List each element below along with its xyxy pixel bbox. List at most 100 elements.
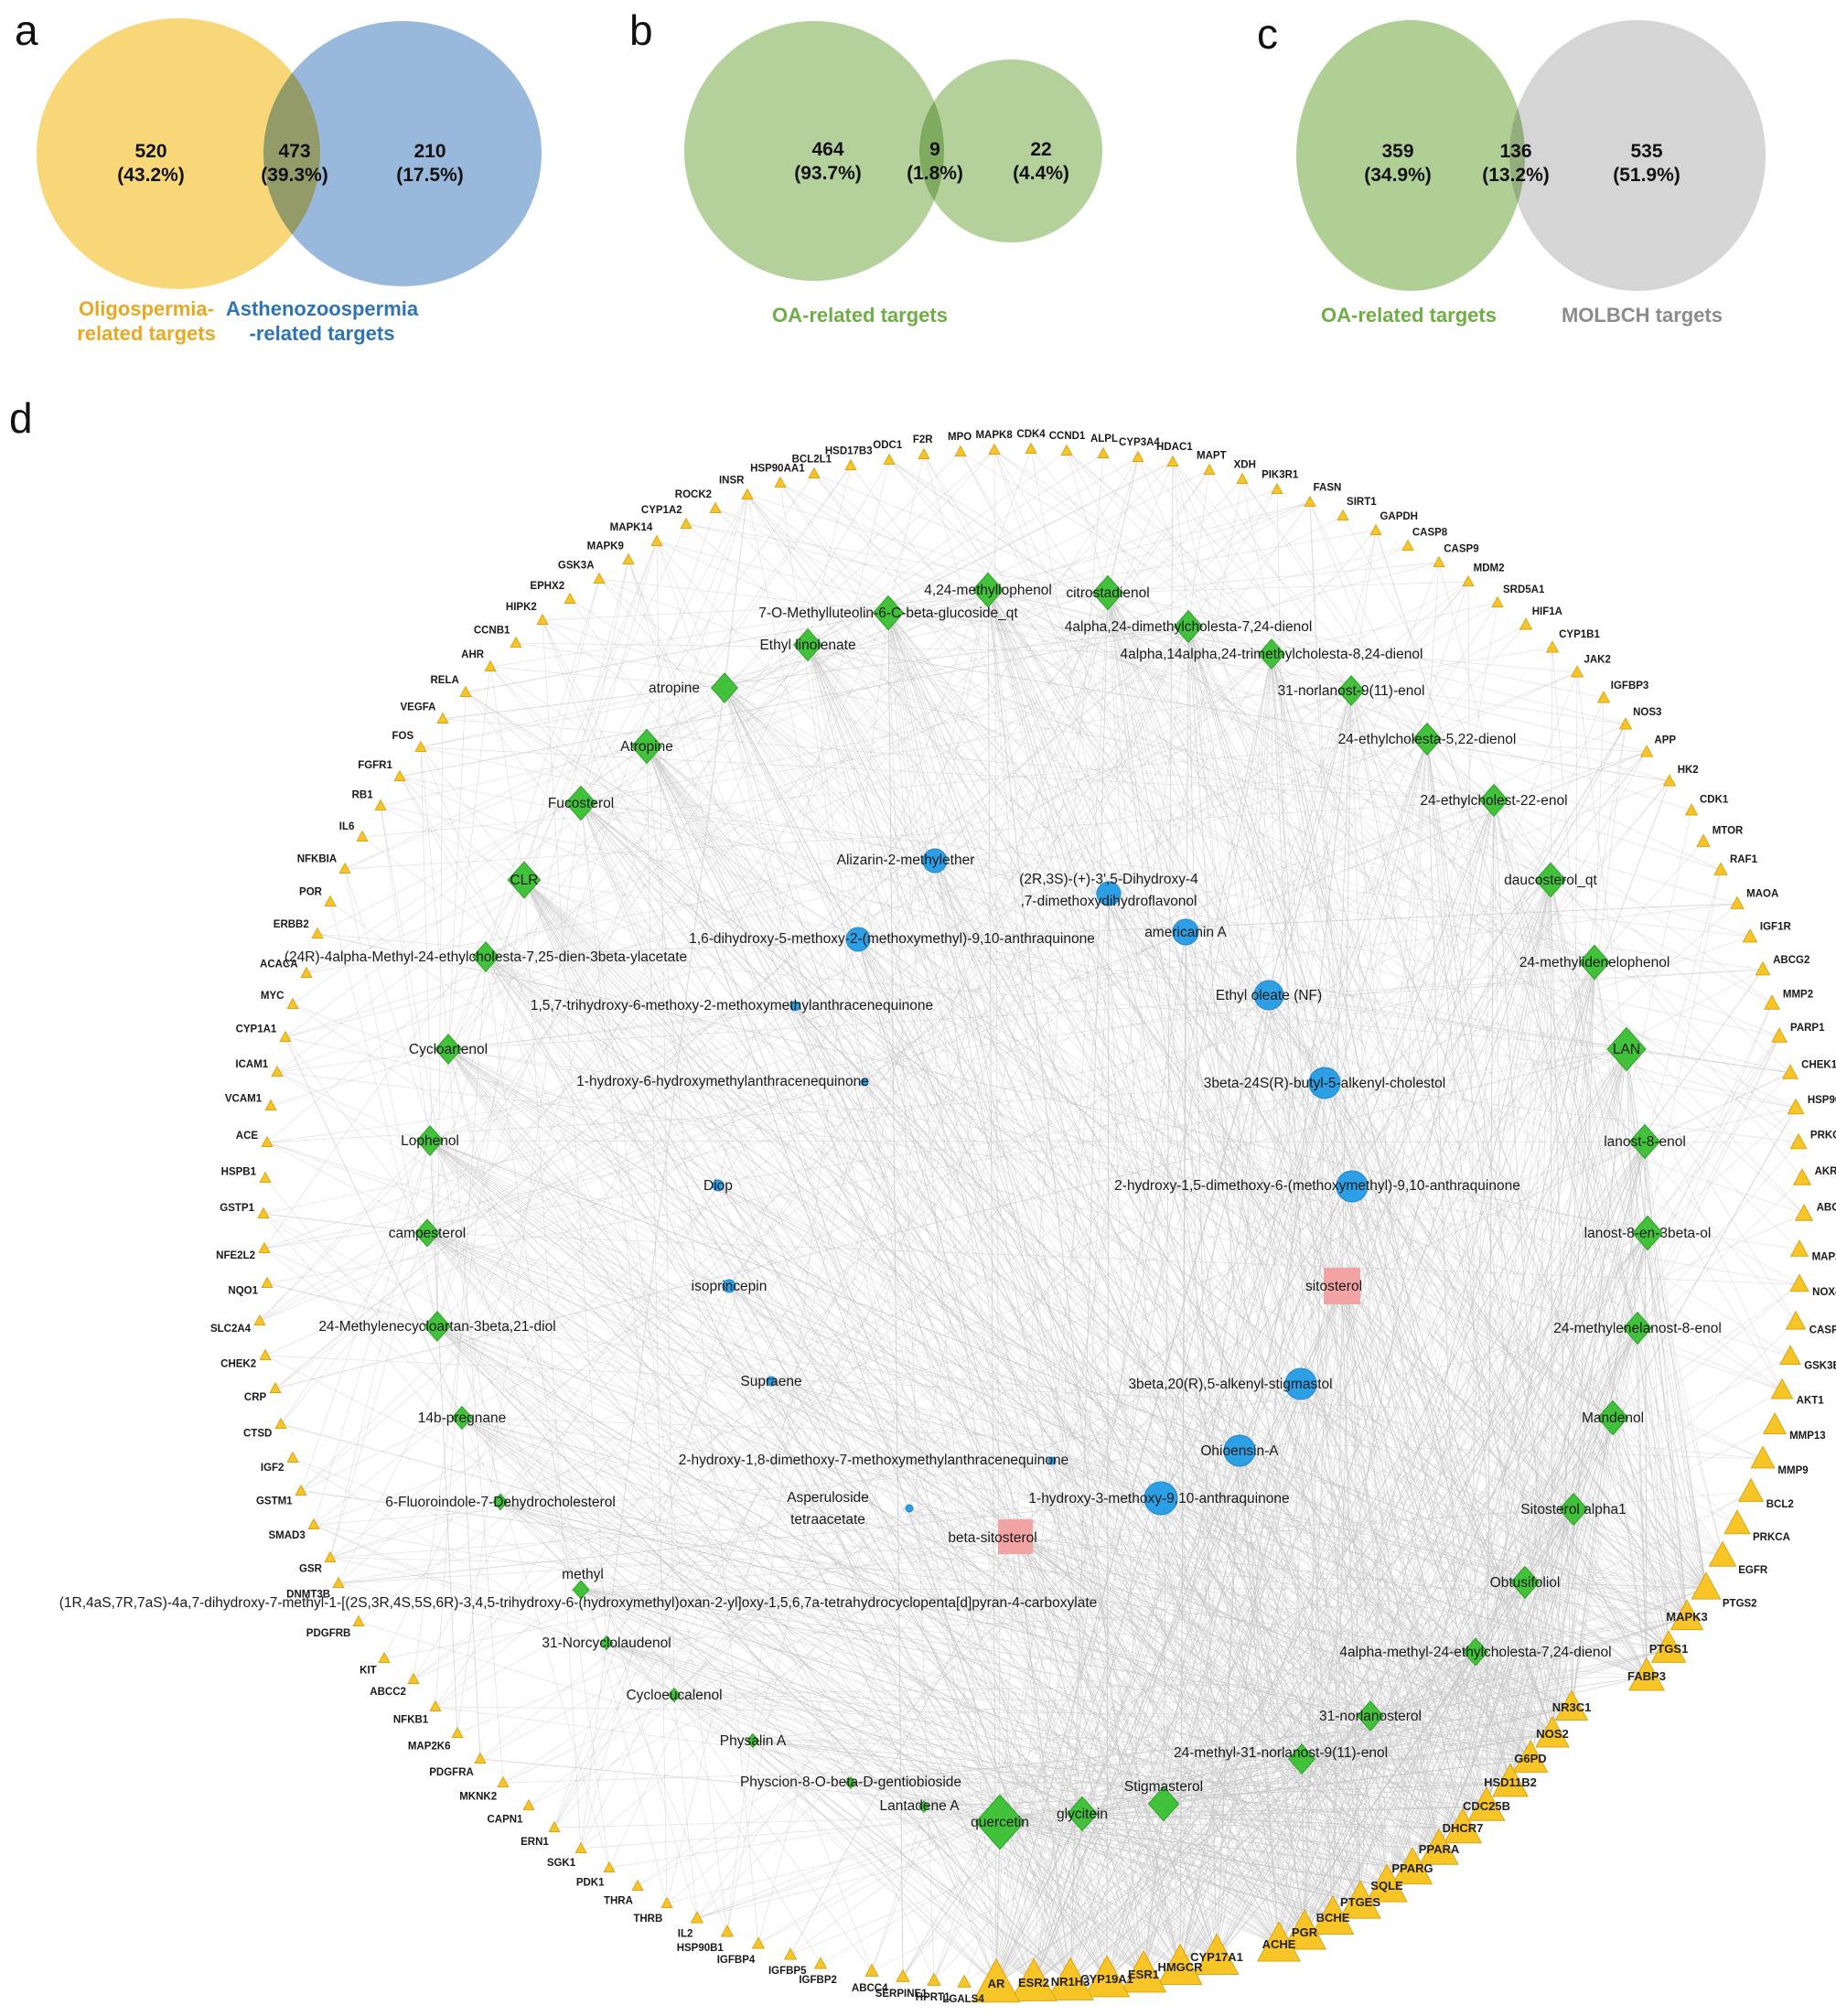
compound-diamond-24-methyl-31-norlanost-9-11-enol	[1288, 1743, 1315, 1775]
compound-circle--2r-3s-3-5-dihydroxy-4-7-dimethoxydihydr	[1096, 881, 1122, 906]
gene-label-ABCC4: ABCC4	[852, 1983, 888, 1994]
gene-label-PPARA: PPARA	[1419, 1842, 1460, 1856]
compound-label-sitosterol-alpha1: Sitosterol alpha1	[1520, 1502, 1626, 1517]
gene-node-HIF1A	[1519, 617, 1533, 630]
gene-label-IL2: IL2	[678, 1929, 693, 1940]
gene-node-SRD5A1	[1491, 595, 1504, 607]
compound-circle-3beta-24s-r-butyl-5-alkenyl-cholestol	[1308, 1067, 1341, 1099]
venn-panel-b: 464 (93.7%) 9 (1.8%) 22 (4.4%) OA-related targ…	[684, 21, 1102, 327]
gene-node-PIK3R1	[1271, 482, 1283, 494]
gene-node-CCND1	[1060, 444, 1073, 456]
gene-node-KIT	[378, 1651, 391, 1663]
gene-label-RELA: RELA	[430, 675, 458, 686]
compound-label-beta-sitosterol: beta-sitosterol	[948, 1530, 1036, 1546]
gene-label-CCNB1: CCNB1	[474, 625, 510, 636]
gene-label-NFKB1: NFKB1	[393, 1714, 429, 1725]
gene-label-SLC2A4: SLC2A4	[210, 1324, 252, 1335]
gene-node-MAOA	[1730, 895, 1745, 909]
gene-node-XDH	[1236, 472, 1249, 484]
gene-node-GSK3A	[593, 572, 606, 584]
compound-diamond-4alpha-methyl-24-ethylcholesta-7-24-dien	[1463, 1637, 1488, 1667]
venn-c-circle-1	[1509, 20, 1766, 291]
compound-label-24-methylenecycloartan-3beta-21-diol: 24-Methylenecycloartan-3beta,21-diol	[318, 1319, 555, 1335]
venn-a-circle-1	[263, 21, 542, 286]
gene-label-GSTM1: GSTM1	[256, 1496, 293, 1507]
gene-node-PDK1	[603, 1861, 616, 1872]
compound-diamond-24-methylenecycloartan-3beta-21-diol	[424, 1311, 451, 1342]
compound-label-31-norlanost-9-11-enol: 31-norlanost-9(11)-enol	[1278, 683, 1425, 699]
compound-label-diop: Diop	[703, 1178, 733, 1194]
gene-node-GSK3B	[1779, 1345, 1801, 1366]
gene-label-ALPL: ALPL	[1090, 434, 1118, 445]
gene-label-PARP1: PARP1	[1790, 1023, 1825, 1034]
compound-label-24-methyl-31-norlanost-9-11-enol: 24-methyl-31-norlanost-9(11)-enol	[1174, 1745, 1388, 1761]
compound-diamond-campesterol	[414, 1218, 440, 1248]
venn-b-percent-0: (93.7%)	[794, 163, 862, 184]
gene-node-ERN1	[548, 1820, 561, 1832]
compound-diamond--24r-4alpha-methyl-24-ethylcholesta-7-25	[472, 941, 499, 972]
gene-node-ICAM1	[271, 1065, 284, 1077]
venn-b-circle-0	[684, 21, 944, 281]
gene-label-CDK4: CDK4	[1016, 429, 1046, 440]
gene-node-GSTM1	[295, 1484, 307, 1496]
gene-node-NFE2L2	[258, 1241, 271, 1253]
gene-node-BCHE	[1311, 1894, 1355, 1936]
compound-label-physalin-a: Physalin A	[720, 1733, 787, 1749]
venn-b-percent-1: (1.8%)	[907, 163, 963, 184]
gene-node-ABCG2	[1755, 960, 1771, 976]
gene-label-BCHE: BCHE	[1316, 1911, 1350, 1925]
gene-node-ACE	[261, 1135, 274, 1147]
gene-node-AKT1	[1770, 1378, 1794, 1399]
gene-node-MMP2	[1764, 994, 1780, 1010]
gene-label-FABP3: FABP3	[1627, 1669, 1666, 1683]
gene-node-CYP1B1	[1545, 640, 1560, 653]
gene-label-F2R: F2R	[913, 434, 933, 445]
panel-letter-c: c	[1257, 10, 1278, 58]
gene-node-F2R	[918, 447, 930, 459]
compound-diamond-citrostadienol	[1091, 574, 1124, 611]
gene-label-BCL2L1: BCL2L1	[792, 454, 832, 465]
gene-node-ESR1	[1120, 1949, 1167, 1993]
gene-node-HPRT1	[927, 1972, 941, 1986]
compound-diamond-daucosterol-qt	[1534, 862, 1567, 898]
gene-label-SIRT1: SIRT1	[1347, 497, 1377, 508]
gene-label-HSP90AB1: HSP90AB1	[1808, 1095, 1836, 1106]
gene-node-ABCC2	[407, 1672, 420, 1684]
gene-node-BCL2	[1737, 1477, 1765, 1502]
gene-label-PGR: PGR	[1292, 1925, 1318, 1939]
gene-node-HSP90AA1	[774, 476, 787, 488]
gene-label-CTSD: CTSD	[243, 1429, 272, 1440]
gene-label-IGFBP4: IGFBP4	[717, 1955, 756, 1966]
venn-c-percent-2: (51.9%)	[1613, 165, 1680, 186]
compound-circle-isoprincepin	[722, 1279, 736, 1293]
compound-label-obtusifoliol: Obtusifoliol	[1490, 1575, 1561, 1591]
venn-b-percent-2: (4.4%)	[1013, 163, 1069, 184]
gene-label-CDC25B: CDC25B	[1463, 1799, 1510, 1813]
venn-a-count-2: 210	[413, 141, 446, 162]
gene-label-SGK1: SGK1	[547, 1858, 576, 1869]
gene-label-RAF1: RAF1	[1730, 854, 1758, 865]
gene-node-ABCC4	[864, 1963, 879, 1977]
compound-label-1-5-7-trihydroxy-6-methoxy-2-methoxymeth: 1,5,7-trihydroxy-6-methoxy-2-methoxymeth…	[531, 998, 933, 1013]
gene-label-HIPK2: HIPK2	[506, 602, 537, 613]
gene-node-ACACA	[300, 966, 313, 978]
gene-node-IGFBP2	[813, 1957, 828, 1969]
gene-label-MPO: MPO	[948, 432, 972, 443]
gene-label-HIF1A: HIF1A	[1532, 606, 1562, 617]
gene-node-MMP9	[1750, 1445, 1776, 1469]
compound-label-1-hydroxy-3-methoxy-9-10-anthraquinone: 1-hydroxy-3-methoxy-9,10-anthraquinone	[1028, 1491, 1289, 1507]
gene-node-FGFR1	[393, 769, 406, 781]
compound-diamond-24-ethylcholest-22-enol	[1478, 783, 1509, 818]
compound-diamond-clr	[507, 861, 542, 899]
gene-node-CYP3A4	[1132, 450, 1144, 462]
gene-label-SRD5A1: SRD5A1	[1503, 584, 1545, 595]
gene-node-CDK4	[1025, 442, 1037, 454]
compound-diamond-stigmasterol	[1147, 1785, 1180, 1822]
gene-label-LGALS4: LGALS4	[942, 1994, 984, 2005]
gene-node-MPO	[954, 445, 967, 456]
compound-square-sitosterol	[1324, 1268, 1360, 1304]
gene-label-ACACA: ACACA	[260, 960, 298, 970]
gene-node-GSR	[324, 1550, 337, 1562]
gene-node-RELA	[459, 685, 472, 697]
gene-node-ERBB2	[311, 927, 324, 938]
